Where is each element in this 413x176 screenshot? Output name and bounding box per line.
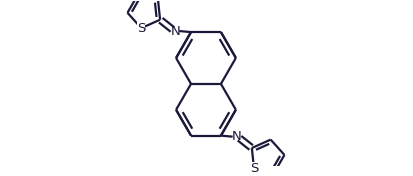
Text: N: N [231,130,241,143]
Text: S: S [249,162,258,175]
Text: S: S [137,22,145,35]
Text: N: N [170,24,180,37]
